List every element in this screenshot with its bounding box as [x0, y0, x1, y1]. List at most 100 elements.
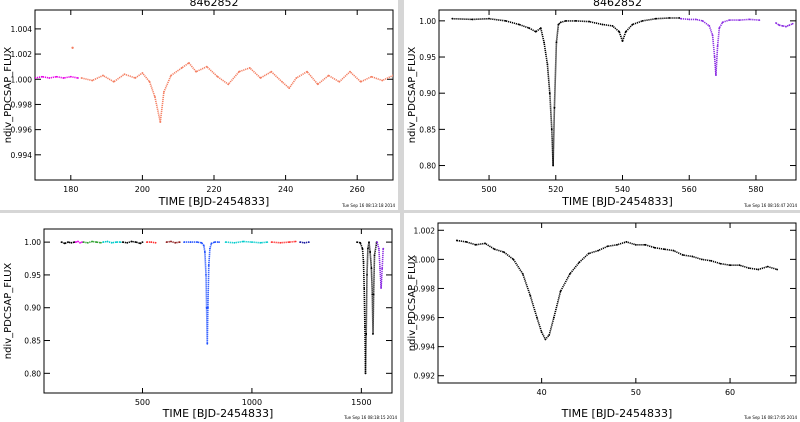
data-point: [67, 241, 69, 244]
x-axis-label: TIME [BJD-2454833]: [162, 407, 274, 420]
data-point: [178, 241, 181, 244]
data-point: [654, 17, 657, 20]
data-point: [757, 268, 760, 271]
data-point: [270, 241, 273, 244]
data-point: [465, 241, 468, 243]
data-point: [747, 267, 750, 269]
data-point: [548, 334, 551, 336]
data-point: [578, 261, 581, 264]
data-point: [719, 262, 722, 265]
data-point: [91, 79, 94, 82]
series-line: [452, 17, 680, 167]
data-point: [141, 72, 144, 74]
x-axis-label: TIME [BJD-2454833]: [561, 407, 673, 420]
x-tick-label: 240: [278, 185, 293, 194]
data-point: [606, 245, 609, 248]
data-point: [356, 241, 358, 244]
outlier-point: [71, 46, 74, 49]
chart-svg-top-right: 8462852 500 520 540 560 580 0.80 0.85 0.90 0.95 1.…: [407, 0, 797, 208]
data-point: [121, 241, 124, 244]
data-point: [367, 247, 369, 250]
y-axis-label: ndiv_PDCSAP_FLUX: [3, 263, 14, 360]
data-point: [766, 265, 769, 268]
data-point: [776, 268, 779, 271]
data-point: [145, 241, 148, 244]
data-point: [559, 290, 562, 293]
data-point: [634, 243, 637, 246]
data-point: [165, 241, 168, 244]
x-tick-label: 500: [481, 185, 496, 194]
x-tick-label: 580: [748, 185, 763, 194]
data-point: [544, 338, 547, 341]
data-point: [611, 25, 614, 27]
data-point: [381, 79, 384, 82]
data-point: [62, 77, 65, 79]
data-point: [488, 17, 490, 20]
y-tick-label: 0.996: [11, 126, 33, 135]
data-point: [493, 248, 496, 251]
footer-timestamp: Tue Sep 16 08:17:05 2014: [743, 415, 797, 420]
data-point: [557, 23, 560, 26]
data-point: [205, 274, 207, 276]
data-point: [150, 241, 153, 244]
series-line: [376, 241, 384, 289]
data-point: [695, 18, 697, 21]
data-point: [721, 21, 724, 24]
data-point: [553, 106, 556, 109]
y-tick-label: 0.80: [419, 162, 436, 171]
data-point: [791, 22, 794, 25]
plot-frame: [438, 9, 797, 181]
data-point: [102, 241, 104, 244]
data-point: [139, 242, 142, 245]
data-point: [74, 241, 77, 244]
data-point: [60, 241, 63, 244]
data-point: [218, 241, 220, 244]
data-point: [207, 306, 209, 309]
data-point: [682, 254, 684, 256]
series-line: [184, 241, 220, 345]
data-point: [528, 27, 530, 29]
data-point: [206, 342, 209, 345]
y-tick-label: 0.998: [414, 284, 436, 293]
data-point: [668, 17, 671, 19]
data-point: [299, 241, 301, 244]
footer-timestamp: Tue Sep 16 08:18:15 2014: [343, 415, 397, 420]
data-point: [451, 17, 454, 20]
data-point: [597, 249, 600, 252]
data-point: [91, 240, 94, 243]
y-tick-label: 1.000: [414, 255, 436, 264]
data-point: [785, 25, 787, 28]
data-point: [781, 25, 784, 27]
data-point: [503, 251, 505, 253]
data-point: [316, 83, 319, 86]
data-point: [738, 19, 741, 22]
data-point: [788, 24, 791, 27]
y-tick-label: 0.996: [414, 314, 436, 323]
data-point: [100, 241, 102, 244]
data-point: [377, 247, 380, 250]
data-point: [534, 30, 537, 33]
data-point: [365, 333, 368, 335]
data-point: [363, 287, 366, 289]
data-point: [548, 92, 551, 95]
x-tick-label: 180: [63, 185, 78, 194]
data-point: [170, 74, 172, 77]
data-point: [35, 77, 36, 79]
footer-timestamp: Tue Sep 16 08:16:47 2014: [743, 203, 797, 208]
series-line: [166, 240, 180, 244]
data-point: [209, 247, 211, 250]
data-point: [77, 240, 79, 243]
data-point: [691, 255, 694, 258]
data-point: [376, 241, 379, 244]
data-point: [700, 258, 703, 261]
series-line: [356, 241, 378, 375]
series-line: [81, 62, 393, 123]
data-point: [381, 267, 384, 270]
y-tick-label: 0.95: [24, 271, 41, 280]
data-point: [543, 41, 545, 44]
y-tick-label: 0.80: [24, 369, 41, 378]
data-point: [126, 241, 129, 244]
x-axis-label: TIME [BJD-2454833]: [561, 195, 673, 208]
data-point: [180, 67, 183, 69]
data-point: [95, 241, 98, 244]
